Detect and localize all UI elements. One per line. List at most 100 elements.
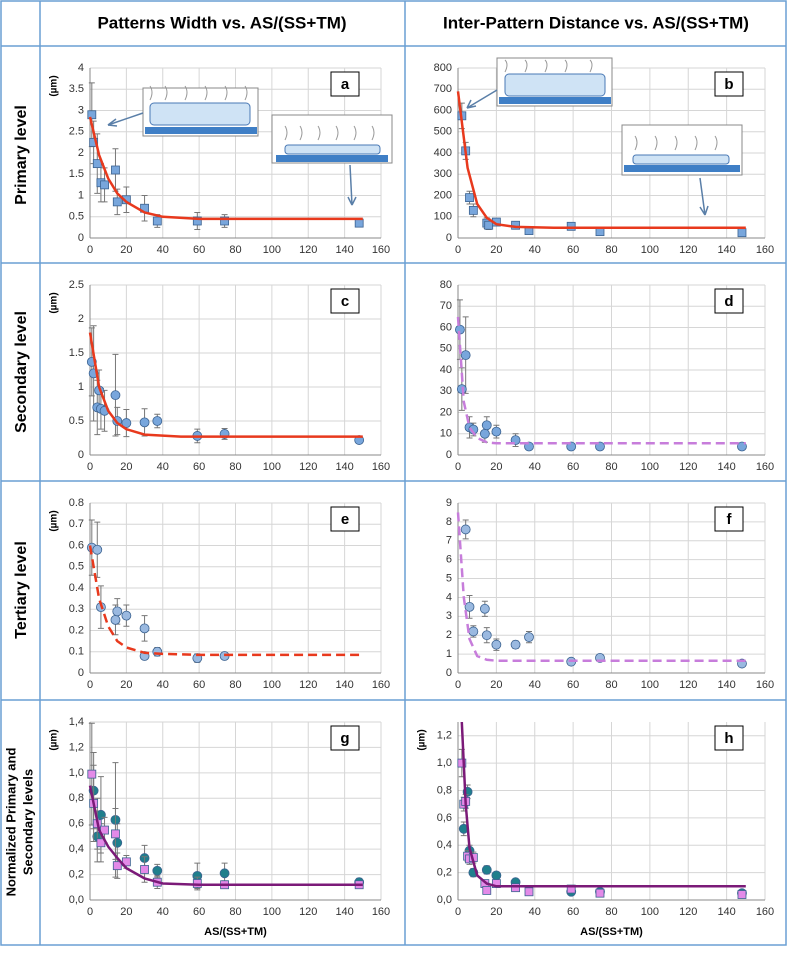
y-axis-label: (µm) [417,729,428,750]
x-tick-label: 80 [605,461,617,473]
y-tick-label: 1,2 [437,730,452,742]
x-tick-label: 40 [157,679,169,691]
panel-letter: a [341,76,350,93]
x-axis-label: AS/(SS+TM) [204,926,267,938]
y-tick-label: 1.5 [69,347,84,359]
x-tick-label: 80 [605,679,617,691]
data-point [481,630,492,641]
x-tick-label: 20 [490,461,502,473]
y-tick-label: 0.4 [69,582,84,594]
data-point [87,110,97,120]
y-tick-label: 0.1 [69,646,84,658]
panel-letter-box [714,288,744,314]
x-tick-label: 60 [193,906,205,918]
data-point [511,883,520,893]
y-axis-label: (µm) [49,729,60,750]
y-tick-label: 200 [434,189,452,201]
x-tick-label: 100 [263,679,281,691]
y-tick-label: 0.5 [69,415,84,427]
plots: 00.511.522.533.540 20 40 60 80 100 120 140 160(µ… [49,62,775,938]
y-tick-label: 2.5 [69,126,84,138]
x-tick-label: 160 [372,461,390,473]
x-tick-label: 0 [455,679,461,691]
y-tick-label: 0 [78,232,84,244]
x-tick-label: 20 [490,679,502,691]
panel-letter: b [724,76,733,93]
y-tick-label: 1,2 [69,741,84,753]
x-tick-label: 100 [641,906,659,918]
y-tick-label: 60 [440,321,452,333]
inset-schematic [107,57,743,216]
x-tick-label: 140 [335,906,353,918]
data-point [491,639,502,650]
x-tick-label: 40 [529,461,541,473]
y-tick-label: 2 [446,629,452,641]
x-tick-label: 60 [193,461,205,473]
x-tick-label: 100 [263,461,281,473]
x-tick-label: 0 [87,461,93,473]
x-tick-label: 80 [605,244,617,256]
y-tick-label: 0,4 [69,843,84,855]
x-tick-label: 20 [120,244,132,256]
y-tick-label: 0,2 [69,868,84,880]
x-tick-label: 140 [335,461,353,473]
x-tick-label: 160 [756,461,774,473]
data-point [737,228,747,238]
data-point [110,614,121,625]
x-tick-label: 160 [756,679,774,691]
y-tick-label: 0.5 [69,561,84,573]
data-point [92,544,103,555]
x-tick-label: 0 [87,906,93,918]
data-point [464,601,475,612]
y-tick-label: 1,0 [437,757,452,769]
data-point [484,220,494,230]
y-tick-label: 2 [78,313,84,325]
fit-curve [88,116,363,221]
x-axis-label: AS/(SS+TM) [580,926,643,938]
x-tick-label: 160 [756,906,774,918]
y-tick-label: 0,6 [69,818,84,830]
x-tick-label: 60 [567,679,579,691]
y-tick-label: 0.5 [69,211,84,223]
y-tick-label: 70 [440,300,452,312]
y-axis-label: (µm) [49,292,60,313]
panel-letter: d [724,293,733,310]
y-tick-label: 1,0 [69,767,84,779]
x-tick-label: 20 [120,461,132,473]
x-tick-label: 80 [229,461,241,473]
data-point [112,837,123,848]
data-point [87,769,97,779]
data-point [481,420,492,431]
x-tick-label: 20 [490,906,502,918]
data-point [482,886,492,895]
y-tick-label: 80 [440,279,452,291]
y-tick-label: 300 [434,168,452,180]
row-label: Primary level [13,105,30,205]
data-point [112,606,123,617]
x-tick-label: 140 [717,906,735,918]
y-tick-label: 0.8 [69,497,84,509]
data-point [524,887,534,897]
x-tick-label: 80 [229,906,241,918]
data-point [468,205,478,215]
x-tick-label: 40 [157,906,169,918]
x-tick-label: 40 [157,244,169,256]
y-tick-label: 500 [434,126,452,138]
y-tick-label: 5 [446,572,452,584]
y-tick-label: 9 [446,497,452,509]
y-tick-label: 0 [78,449,84,461]
panel-letter-box [330,506,360,532]
y-tick-label: 2 [78,147,84,159]
data-point [524,632,534,643]
y-tick-label: 3 [78,104,84,116]
panel-letter: g [340,730,349,747]
data-point [100,825,109,835]
x-tick-label: 0 [87,679,93,691]
x-tick-label: 0 [87,244,93,256]
data-point [121,610,132,621]
y-tick-label: 1.5 [69,168,84,180]
panel-letter-box [330,288,360,314]
data-point [121,418,132,428]
y-tick-label: 0,8 [437,784,452,796]
